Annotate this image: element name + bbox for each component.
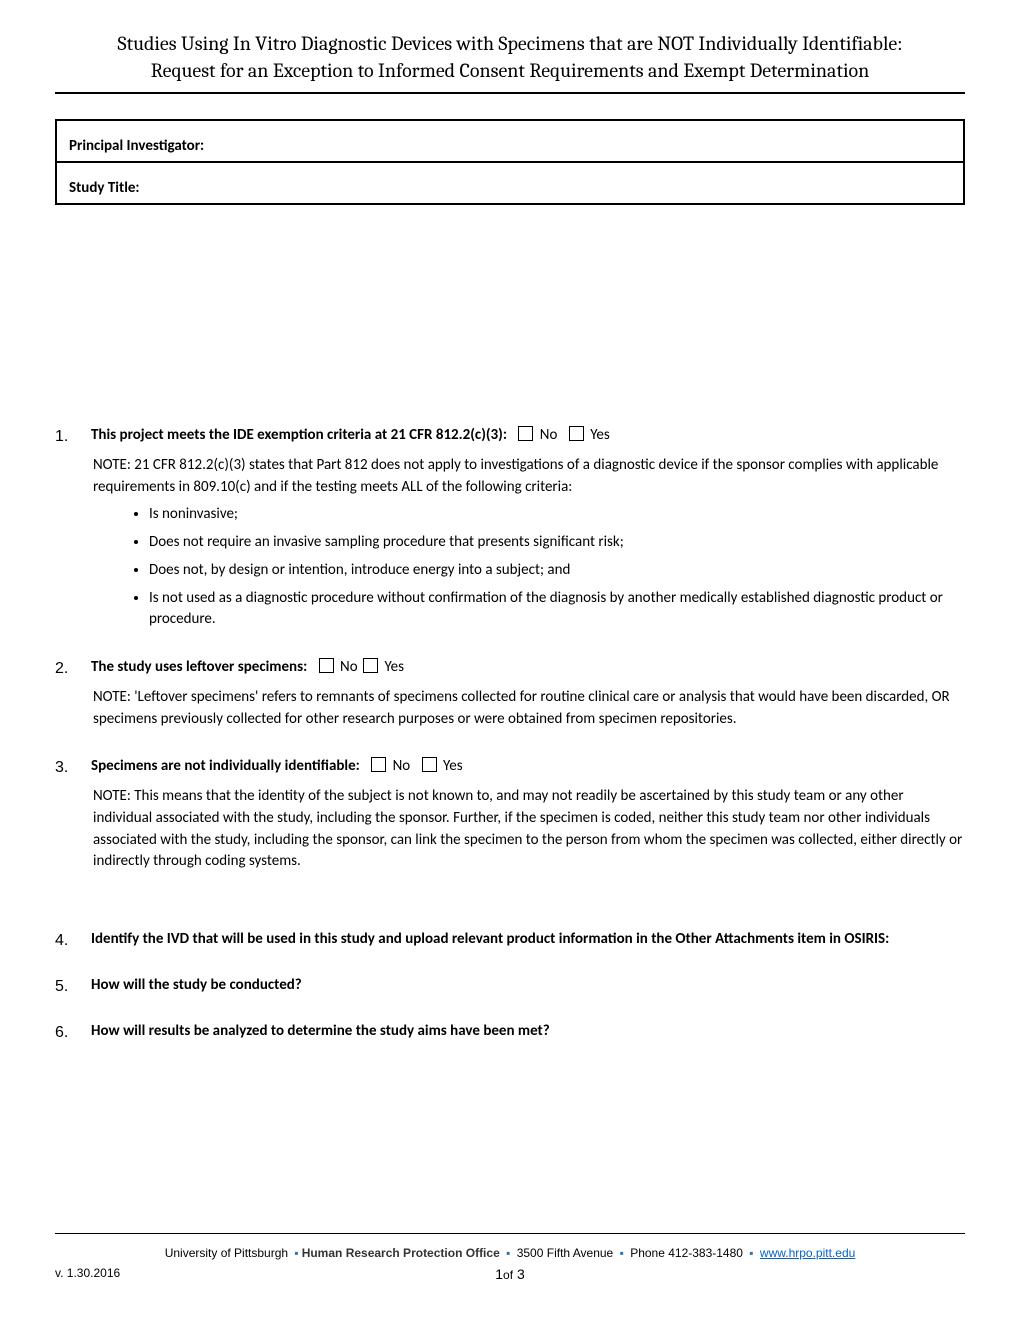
q1-title: This project meets the IDE exemption cri… xyxy=(91,425,965,447)
separator-icon: ▪ xyxy=(620,1246,624,1260)
q1-note: NOTE: 21 CFR 812.2(c)(3) states that Par… xyxy=(91,455,965,499)
q5-title: How will the study be conducted? xyxy=(91,975,965,997)
version-label: v. 1.30.2016 xyxy=(55,1266,120,1280)
question-2: 2. The study uses leftover specimens: No… xyxy=(55,657,965,736)
q3-yes-checkbox[interactable] xyxy=(422,757,437,772)
page-number: 1of 3 xyxy=(495,1266,525,1282)
q1-no-label: No xyxy=(540,426,558,444)
question-6: 6. How will results be analyzed to deter… xyxy=(55,1021,965,1051)
q2-yes-checkbox[interactable] xyxy=(363,658,378,673)
question-4: 4. Identify the IVD that will be used in… xyxy=(55,929,965,959)
questions-section: 1. This project meets the IDE exemption … xyxy=(55,425,965,1050)
separator-icon: ▪ xyxy=(294,1246,298,1260)
q1-yes-checkbox[interactable] xyxy=(569,426,584,441)
footer-link[interactable]: www.hrpo.pitt.edu xyxy=(760,1246,855,1260)
q3-no-label: No xyxy=(393,757,411,775)
q4-title: Identify the IVD that will be used in th… xyxy=(91,929,965,951)
q1-bullets: Is noninvasive; Does not require an inva… xyxy=(149,504,965,631)
footer-version-row: v. 1.30.2016 1of 3 xyxy=(55,1266,965,1280)
footer-office: Human Research Protection Office xyxy=(302,1246,500,1260)
study-title-label: Study Title: xyxy=(69,179,140,197)
page-header: Studies Using In Vitro Diagnostic Device… xyxy=(55,30,965,94)
q2-no-checkbox[interactable] xyxy=(319,658,334,673)
list-item: Is noninvasive; xyxy=(149,504,965,526)
pi-row: Principal Investigator: xyxy=(57,121,963,163)
q6-number: 6. xyxy=(55,1021,91,1051)
question-3: 3. Specimens are not individually identi… xyxy=(55,756,965,879)
q2-note: NOTE: 'Leftover specimens' refers to rem… xyxy=(91,687,965,731)
q3-note: NOTE: This means that the identity of th… xyxy=(91,786,965,873)
q3-number: 3. xyxy=(55,756,91,879)
pi-label: Principal Investigator: xyxy=(69,137,204,155)
list-item: Does not require an invasive sampling pr… xyxy=(149,532,965,554)
question-1: 1. This project meets the IDE exemption … xyxy=(55,425,965,637)
footer-address: 3500 Fifth Avenue xyxy=(517,1246,614,1260)
q5-number: 5. xyxy=(55,975,91,1005)
q1-yes-label: Yes xyxy=(590,426,610,444)
q2-title: The study uses leftover specimens: No Ye… xyxy=(91,657,965,679)
q2-number: 2. xyxy=(55,657,91,736)
q6-title: How will results be analyzed to determin… xyxy=(91,1021,965,1043)
q3-yes-label: Yes xyxy=(443,757,463,775)
footer-phone: Phone 412-383-1480 xyxy=(630,1246,743,1260)
page-footer: University of Pittsburgh ▪ Human Research… xyxy=(55,1233,965,1280)
footer-org: University of Pittsburgh xyxy=(165,1246,288,1260)
q3-title: Specimens are not individually identifia… xyxy=(91,756,965,778)
q1-number: 1. xyxy=(55,425,91,637)
q1-no-checkbox[interactable] xyxy=(518,426,533,441)
question-5: 5. How will the study be conducted? xyxy=(55,975,965,1005)
header-line1: Studies Using In Vitro Diagnostic Device… xyxy=(55,30,965,57)
q2-yes-label: Yes xyxy=(384,658,404,676)
info-table: Principal Investigator: Study Title: xyxy=(55,119,965,205)
study-title-row: Study Title: xyxy=(57,163,963,203)
q3-no-checkbox[interactable] xyxy=(371,757,386,772)
footer-text: University of Pittsburgh ▪ Human Research… xyxy=(55,1246,965,1260)
separator-icon: ▪ xyxy=(749,1246,753,1260)
header-line2: Request for an Exception to Informed Con… xyxy=(55,57,965,84)
separator-icon: ▪ xyxy=(506,1246,510,1260)
footer-divider xyxy=(55,1233,965,1234)
list-item: Does not, by design or intention, introd… xyxy=(149,560,965,582)
q2-no-label: No xyxy=(340,658,358,676)
list-item: Is not used as a diagnostic procedure wi… xyxy=(149,588,965,632)
q4-number: 4. xyxy=(55,929,91,959)
